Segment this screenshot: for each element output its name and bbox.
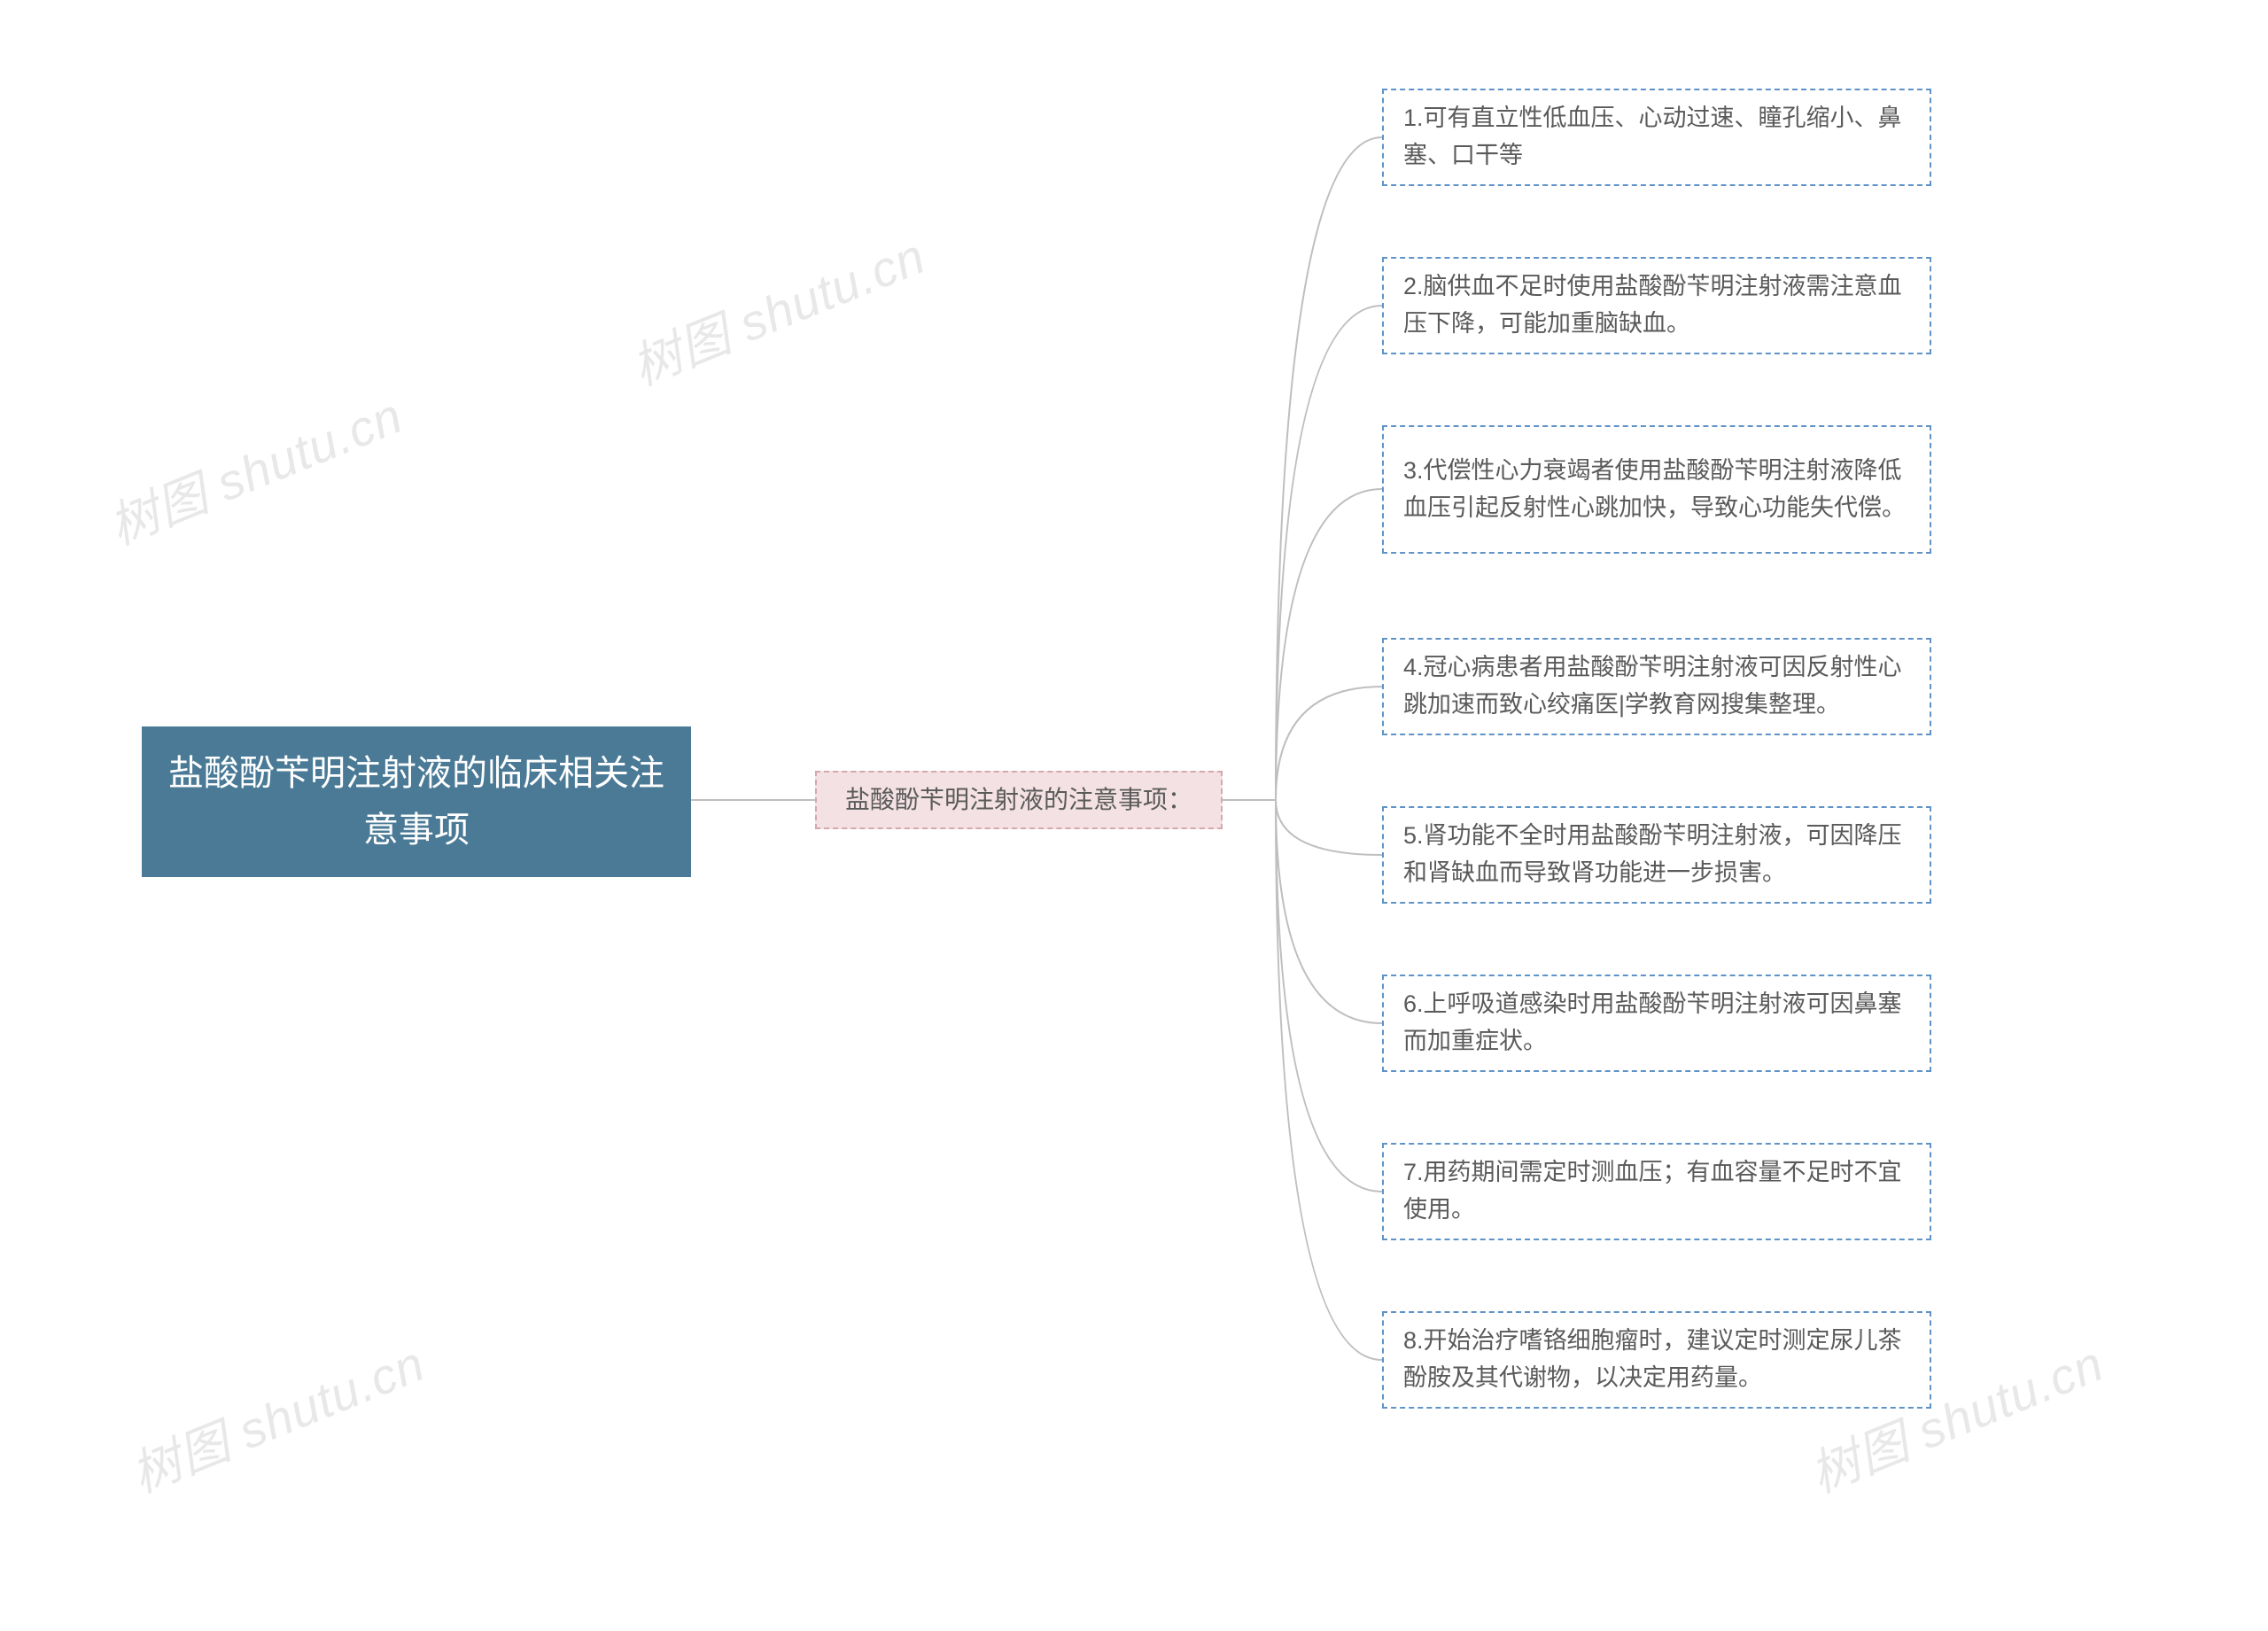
sub-node[interactable]: 盐酸酚苄明注射液的注意事项：: [815, 771, 1223, 829]
root-node-label: 盐酸酚苄明注射液的临床相关注意事项: [168, 745, 664, 858]
leaf-node-label: 7.用药期间需定时测血压；有血容量不足时不宜使用。: [1403, 1154, 1910, 1229]
leaf-node-label: 6.上呼吸道感染时用盐酸酚苄明注射液可因鼻塞而加重症状。: [1403, 986, 1910, 1060]
leaf-node-label: 1.可有直立性低血压、心动过速、瞳孔缩小、鼻塞、口干等: [1403, 100, 1910, 175]
mindmap-canvas: 树图 shutu.cn 树图 shutu.cn 树图 shutu.cn 树图 s…: [0, 0, 2268, 1631]
leaf-node-label: 4.冠心病患者用盐酸酚苄明注射液可因反射性心跳加速而致心绞痛医|学教育网搜集整理…: [1403, 649, 1910, 724]
watermark: 树图 shutu.cn: [620, 217, 935, 400]
sub-node-label: 盐酸酚苄明注射液的注意事项：: [845, 781, 1192, 819]
watermark: 树图 shutu.cn: [97, 377, 412, 559]
root-node[interactable]: 盐酸酚苄明注射液的临床相关注意事项: [142, 726, 691, 877]
connector-sub-leaves: [1223, 89, 1382, 1417]
watermark: 树图 shutu.cn: [120, 1324, 434, 1507]
leaf-node-label: 3.代偿性心力衰竭者使用盐酸酚苄明注射液降低血压引起反射性心跳加快，导致心功能失…: [1403, 453, 1910, 527]
leaf-node-1[interactable]: 1.可有直立性低血压、心动过速、瞳孔缩小、鼻塞、口干等: [1382, 89, 1931, 186]
leaf-node-6[interactable]: 6.上呼吸道感染时用盐酸酚苄明注射液可因鼻塞而加重症状。: [1382, 975, 1931, 1072]
connector-root-sub: [691, 771, 815, 829]
leaf-node-8[interactable]: 8.开始治疗嗜铬细胞瘤时，建议定时测定尿儿茶酚胺及其代谢物，以决定用药量。: [1382, 1311, 1931, 1409]
leaf-node-label: 2.脑供血不足时使用盐酸酚苄明注射液需注意血压下降，可能加重脑缺血。: [1403, 268, 1910, 343]
leaf-node-3[interactable]: 3.代偿性心力衰竭者使用盐酸酚苄明注射液降低血压引起反射性心跳加快，导致心功能失…: [1382, 425, 1931, 554]
leaf-node-label: 5.肾功能不全时用盐酸酚苄明注射液，可因降压和肾缺血而导致肾功能进一步损害。: [1403, 818, 1910, 892]
leaf-node-5[interactable]: 5.肾功能不全时用盐酸酚苄明注射液，可因降压和肾缺血而导致肾功能进一步损害。: [1382, 806, 1931, 904]
leaf-node-label: 8.开始治疗嗜铬细胞瘤时，建议定时测定尿儿茶酚胺及其代谢物，以决定用药量。: [1403, 1323, 1910, 1397]
leaf-node-7[interactable]: 7.用药期间需定时测血压；有血容量不足时不宜使用。: [1382, 1143, 1931, 1240]
leaf-node-4[interactable]: 4.冠心病患者用盐酸酚苄明注射液可因反射性心跳加速而致心绞痛医|学教育网搜集整理…: [1382, 638, 1931, 735]
leaf-node-2[interactable]: 2.脑供血不足时使用盐酸酚苄明注射液需注意血压下降，可能加重脑缺血。: [1382, 257, 1931, 354]
